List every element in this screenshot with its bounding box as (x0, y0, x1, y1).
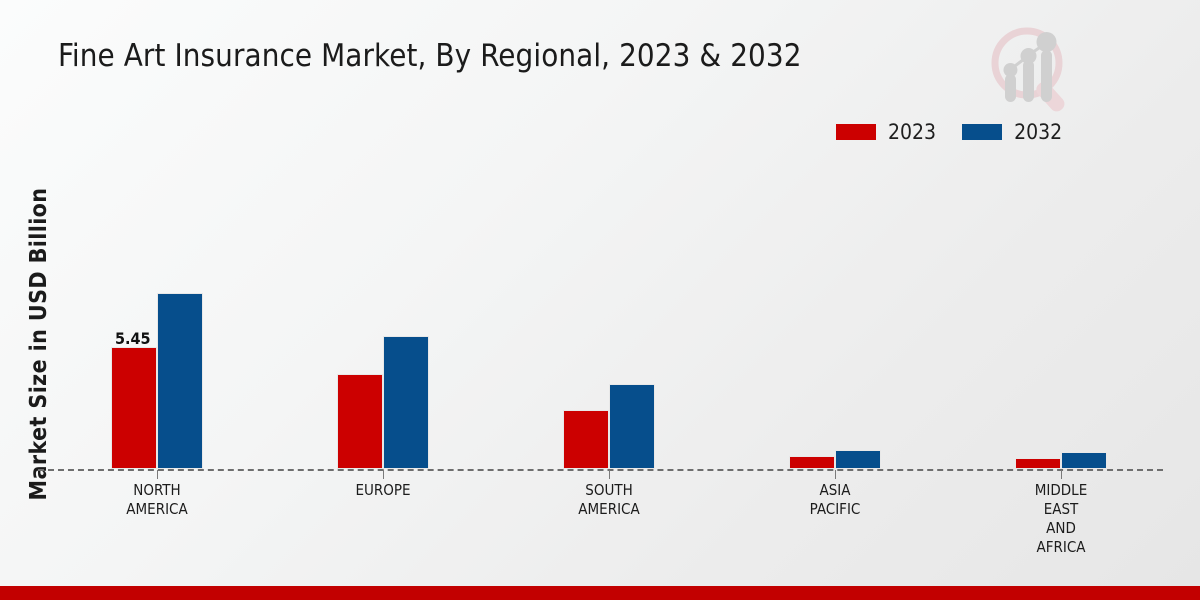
bar-group-europe (337, 139, 429, 469)
legend-swatch-2032 (962, 124, 1003, 140)
category-label-europe: EUROPE (323, 481, 443, 500)
category-label-middle-east-and-africa: MIDDLE EAST AND AFRICA (1001, 481, 1121, 557)
bar-group-north-america (111, 139, 203, 469)
footer-accent-bar (0, 586, 1200, 600)
axis-tick-middle-east-and-africa (1061, 470, 1062, 479)
category-line: AMERICA (126, 500, 188, 518)
category-line: EUROPE (355, 481, 411, 499)
legend-item-2023[interactable]: 2023 (836, 120, 936, 144)
category-line: PACIFIC (809, 500, 861, 518)
axis-tick-europe (383, 470, 384, 479)
category-line: NORTH (133, 481, 181, 499)
category-line: AND (1046, 519, 1076, 537)
bar-2023-south-america[interactable] (563, 410, 609, 469)
legend-label-2032: 2032 (1014, 120, 1063, 144)
bar-group-middle-east-and-africa (1015, 139, 1107, 469)
data-label-north-america-2023: 5.45 (115, 329, 151, 348)
chart-title: Fine Art Insurance Market, By Regional, … (58, 38, 802, 74)
category-line: AFRICA (1036, 538, 1086, 556)
bar-2032-europe[interactable] (383, 336, 429, 469)
category-line: SOUTH (585, 481, 633, 499)
category-line: ASIA (819, 481, 851, 499)
bar-2023-north-america[interactable] (111, 347, 157, 469)
category-label-south-america: SOUTH AMERICA (549, 481, 669, 519)
bar-2032-south-america[interactable] (609, 384, 655, 469)
axis-tick-north-america (157, 470, 158, 479)
legend-item-2032[interactable]: 2032 (962, 120, 1062, 144)
chart-legend: 2023 2032 (836, 120, 1062, 144)
bar-group-asia-pacific (789, 139, 881, 469)
category-label-asia-pacific: ASIA PACIFIC (775, 481, 895, 519)
bar-2032-middle-east-and-africa[interactable] (1061, 452, 1107, 469)
category-line: EAST (1043, 500, 1079, 518)
axis-baseline (38, 469, 1163, 471)
legend-label-2023: 2023 (888, 120, 937, 144)
category-line: MIDDLE (1034, 481, 1088, 499)
legend-swatch-2023 (836, 124, 876, 140)
axis-tick-south-america (609, 470, 610, 479)
bar-2023-europe[interactable] (337, 374, 383, 469)
category-line: AMERICA (578, 500, 640, 518)
category-label-north-america: NORTH AMERICA (97, 481, 217, 519)
bar-2032-north-america[interactable] (157, 293, 203, 469)
bar-2023-middle-east-and-africa[interactable] (1015, 458, 1061, 469)
bar-group-south-america (563, 139, 655, 469)
bar-2032-asia-pacific[interactable] (835, 450, 881, 469)
bar-2023-asia-pacific[interactable] (789, 456, 835, 469)
axis-tick-asia-pacific (835, 470, 836, 479)
